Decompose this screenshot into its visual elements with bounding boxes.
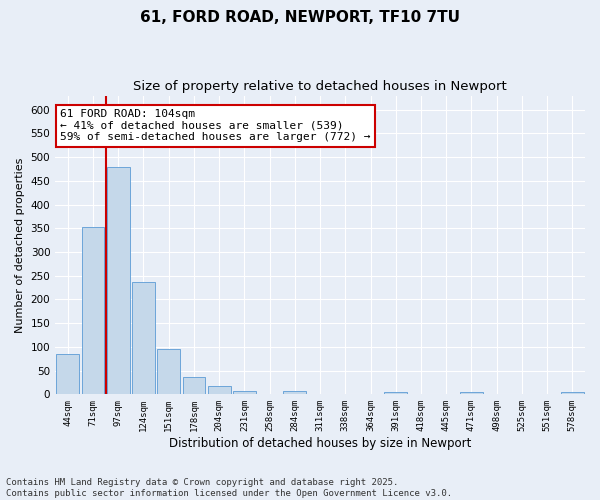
Bar bbox=[157, 350, 180, 395]
Bar bbox=[56, 354, 79, 395]
Bar bbox=[561, 392, 584, 394]
Text: Contains HM Land Registry data © Crown copyright and database right 2025.
Contai: Contains HM Land Registry data © Crown c… bbox=[6, 478, 452, 498]
Bar bbox=[132, 282, 155, 395]
Bar bbox=[182, 377, 205, 394]
Bar bbox=[208, 386, 230, 394]
Y-axis label: Number of detached properties: Number of detached properties bbox=[15, 158, 25, 332]
Bar bbox=[233, 390, 256, 394]
Bar bbox=[460, 392, 483, 394]
Bar bbox=[82, 228, 104, 394]
Bar bbox=[385, 392, 407, 394]
Text: 61 FORD ROAD: 104sqm
← 41% of detached houses are smaller (539)
59% of semi-deta: 61 FORD ROAD: 104sqm ← 41% of detached h… bbox=[61, 109, 371, 142]
Text: 61, FORD ROAD, NEWPORT, TF10 7TU: 61, FORD ROAD, NEWPORT, TF10 7TU bbox=[140, 10, 460, 25]
Bar bbox=[283, 391, 306, 394]
Bar bbox=[107, 166, 130, 394]
X-axis label: Distribution of detached houses by size in Newport: Distribution of detached houses by size … bbox=[169, 437, 471, 450]
Title: Size of property relative to detached houses in Newport: Size of property relative to detached ho… bbox=[133, 80, 507, 93]
